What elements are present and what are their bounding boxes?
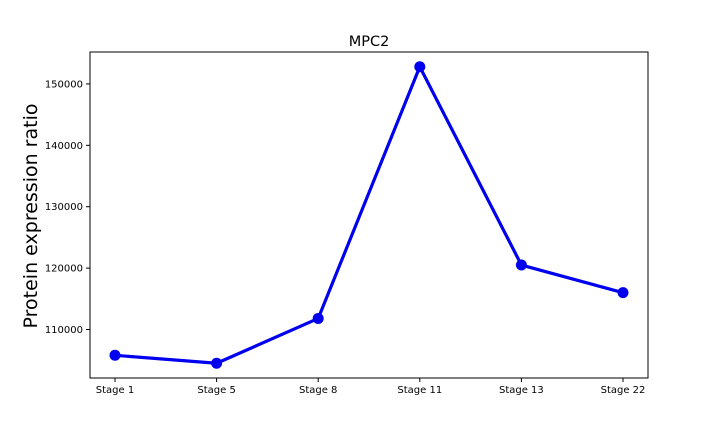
data-point bbox=[515, 259, 527, 271]
chart-title: MPC2 bbox=[349, 34, 390, 50]
y-tick-label: 120000 bbox=[45, 264, 83, 275]
x-tick-label: Stage 11 bbox=[397, 385, 442, 396]
data-point bbox=[211, 357, 223, 369]
x-tick-label: Stage 5 bbox=[197, 385, 235, 396]
x-tick-label: Stage 13 bbox=[499, 385, 544, 396]
y-axis-label: Protein expression ratio bbox=[20, 104, 42, 329]
x-tick-label: Stage 8 bbox=[299, 385, 337, 396]
y-tick-label: 140000 bbox=[45, 141, 83, 152]
data-point bbox=[414, 61, 426, 73]
plot-area: 110000 120000 130000 140000 150000 Stage 1 Sta… bbox=[45, 61, 646, 396]
plot-frame bbox=[89, 51, 649, 379]
x-tick-label: Stage 22 bbox=[601, 385, 646, 396]
data-point bbox=[312, 312, 324, 324]
data-point bbox=[109, 349, 121, 361]
series-line bbox=[113, 65, 625, 365]
data-point bbox=[617, 287, 629, 299]
y-tick-label: 130000 bbox=[45, 202, 83, 213]
x-tick-label: Stage 1 bbox=[96, 385, 134, 396]
y-tick-label: 110000 bbox=[45, 325, 83, 336]
y-tick-label: 150000 bbox=[45, 79, 83, 90]
